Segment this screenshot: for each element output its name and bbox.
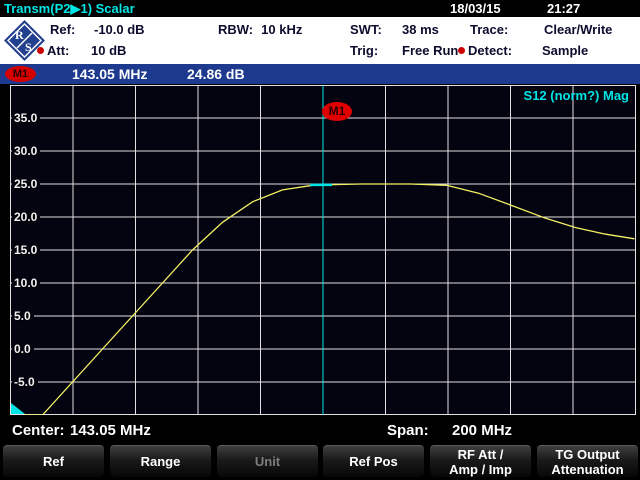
corner-triangle-indicator xyxy=(11,403,25,414)
y-tick-35: 35.0 xyxy=(12,110,41,126)
svg-text:R: R xyxy=(15,28,24,42)
trace-label: Trace: xyxy=(470,22,509,37)
y-tick-10: 10.0 xyxy=(12,275,41,291)
y-tick-20: 20.0 xyxy=(12,209,41,225)
att-label: Att: xyxy=(47,43,70,58)
center-freq-value[interactable]: 143.05 MHz xyxy=(70,422,151,439)
y-tick-15: 15.0 xyxy=(12,242,41,258)
trace-line xyxy=(24,183,635,415)
softkey-ref[interactable]: Ref xyxy=(3,445,104,477)
rs-logo: R S xyxy=(4,20,45,61)
marker-m1-badge: M1 xyxy=(5,66,36,82)
measurement-mode-title: Transm(P2▶1) Scalar xyxy=(4,1,135,16)
ref-level-field[interactable]: Ref: -10.0 dB xyxy=(50,22,145,37)
softkey-tg-output-attenuation[interactable]: TG Output Attenuation xyxy=(537,445,638,477)
detect-field[interactable]: Detect: Sample xyxy=(468,43,588,58)
y-tick-25: 25.0 xyxy=(12,176,41,192)
svg-text:S: S xyxy=(25,40,32,54)
softkey-unit: Unit xyxy=(217,445,318,477)
trace-value: Clear/Write xyxy=(544,22,613,37)
rbw-value: 10 kHz xyxy=(261,22,303,37)
top-bar: Transm(P2▶1) Scalar 18/03/15 21:27 xyxy=(0,0,640,17)
detect-active-dot xyxy=(458,47,465,54)
date-display: 18/03/15 xyxy=(450,1,501,16)
trig-label: Trig: xyxy=(350,43,379,58)
rbw-label: RBW: xyxy=(218,22,254,37)
settings-header: R S Ref: -10.0 dB RBW: 10 kHz SWT: 38 ms Tr… xyxy=(0,17,640,64)
trig-value: Free Run xyxy=(402,43,459,58)
rbw-field[interactable]: RBW: 10 kHz xyxy=(218,22,302,37)
att-active-dot xyxy=(37,47,44,54)
span-value[interactable]: 200 MHz xyxy=(452,422,513,439)
marker-readout-bar[interactable]: M1 143.05 MHz 24.86 dB xyxy=(0,64,640,84)
trace-math-label: S12 (norm?) Mag xyxy=(523,88,629,103)
att-value: 10 dB xyxy=(91,43,127,58)
ref-value: -10.0 dB xyxy=(94,22,145,37)
marker-m1-flag[interactable]: M1 xyxy=(322,102,352,121)
y-tick-0: 0.0 xyxy=(12,341,34,357)
trace-mode-field[interactable]: Trace: Clear/Write xyxy=(470,22,612,37)
center-freq-label: Center: xyxy=(12,422,65,439)
ref-label: Ref: xyxy=(50,22,76,37)
frequency-status-bar: Center: 143.05 MHz Span: 200 MHz xyxy=(0,415,640,445)
detect-label: Detect: xyxy=(468,43,513,58)
swt-field[interactable]: SWT: 38 ms xyxy=(350,22,439,37)
att-field[interactable]: Att: 10 dB xyxy=(47,43,126,58)
softkey-rf-att-amp-imp[interactable]: RF Att / Amp / Imp xyxy=(430,445,531,477)
marker-frequency: 143.05 MHz xyxy=(72,66,148,82)
detect-value: Sample xyxy=(542,43,589,58)
softkey-ref-pos[interactable]: Ref Pos xyxy=(323,445,424,477)
swt-label: SWT: xyxy=(350,22,382,37)
y-tick-30: 30.0 xyxy=(12,143,41,159)
swt-value: 38 ms xyxy=(402,22,439,37)
softkey-range[interactable]: Range xyxy=(110,445,211,477)
span-label: Span: xyxy=(387,422,429,439)
y-tick-neg5: -5.0 xyxy=(12,374,38,390)
trig-field[interactable]: Trig: Free Run xyxy=(350,43,458,58)
time-display: 21:27 xyxy=(547,1,581,16)
y-tick-5: 5.0 xyxy=(12,308,34,324)
marker-level: 24.86 dB xyxy=(187,66,245,82)
graph-plot[interactable] xyxy=(10,85,636,415)
